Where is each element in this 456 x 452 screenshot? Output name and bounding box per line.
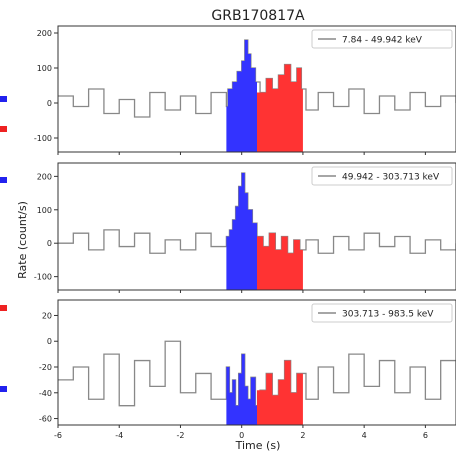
x-tick-label: -6 — [54, 431, 62, 440]
axes-frame-panel-1 — [57, 25, 456, 153]
highlight-blue-panel-1 — [226, 40, 257, 152]
y-tick-label: 0 — [47, 337, 52, 346]
chart-title: GRB170817A — [211, 8, 305, 24]
legend-box — [311, 303, 453, 323]
y-tick-label: 100 — [37, 64, 52, 73]
legend-label: 49.942 - 303.713 keV — [342, 173, 440, 183]
highlight-blue-panel-3 — [226, 354, 257, 425]
x-tick-label: 0 — [239, 431, 244, 440]
highlight-blue-panel-2 — [226, 173, 257, 290]
y-tick-label: -100 — [34, 134, 52, 143]
left-marker-red-2 — [0, 305, 7, 311]
y-axis-label: Rate (count/s) — [16, 201, 29, 279]
left-marker-blue-2 — [0, 177, 7, 183]
legend-label: 303.713 - 983.5 keV — [342, 310, 434, 320]
axes-frame-panel-3 — [57, 299, 456, 426]
y-tick-label: 20 — [42, 311, 52, 320]
highlight-red-panel-3 — [257, 360, 303, 425]
y-tick-label: 0 — [47, 99, 52, 108]
legend-box — [311, 29, 453, 49]
legend-box — [311, 166, 453, 186]
panel-1: -100 0 100 200 7.84 - 49.942 keV — [34, 25, 456, 155]
x-tick-label: 4 — [362, 431, 367, 440]
x-axis-label: Time (s) — [235, 439, 281, 452]
x-tick-label: -4 — [115, 431, 123, 440]
axes-frame-panel-2 — [57, 162, 456, 291]
x-tick-label: -2 — [176, 431, 184, 440]
x-tick-label: 6 — [423, 431, 428, 440]
y-tick-label: -40 — [39, 389, 52, 398]
left-marker-blue-3 — [0, 386, 7, 392]
y-tick-label: -20 — [39, 363, 52, 372]
panel-2: -100 0 100 200 49.942 - 303.713 keV — [34, 162, 456, 293]
y-tick-label: -100 — [34, 273, 52, 282]
y-tick-label: 0 — [47, 239, 52, 248]
y-tick-label: 200 — [37, 29, 52, 38]
left-marker-red-1 — [0, 126, 7, 132]
legend-label: 7.84 - 49.942 keV — [342, 36, 423, 46]
x-tick-label: 2 — [300, 431, 305, 440]
y-tick-label: 100 — [37, 206, 52, 215]
y-tick-label: 200 — [37, 172, 52, 181]
y-tick-label: -60 — [39, 415, 52, 424]
highlight-red-panel-2 — [257, 233, 303, 290]
highlight-red-panel-1 — [257, 64, 303, 152]
left-marker-blue-1 — [0, 96, 7, 102]
